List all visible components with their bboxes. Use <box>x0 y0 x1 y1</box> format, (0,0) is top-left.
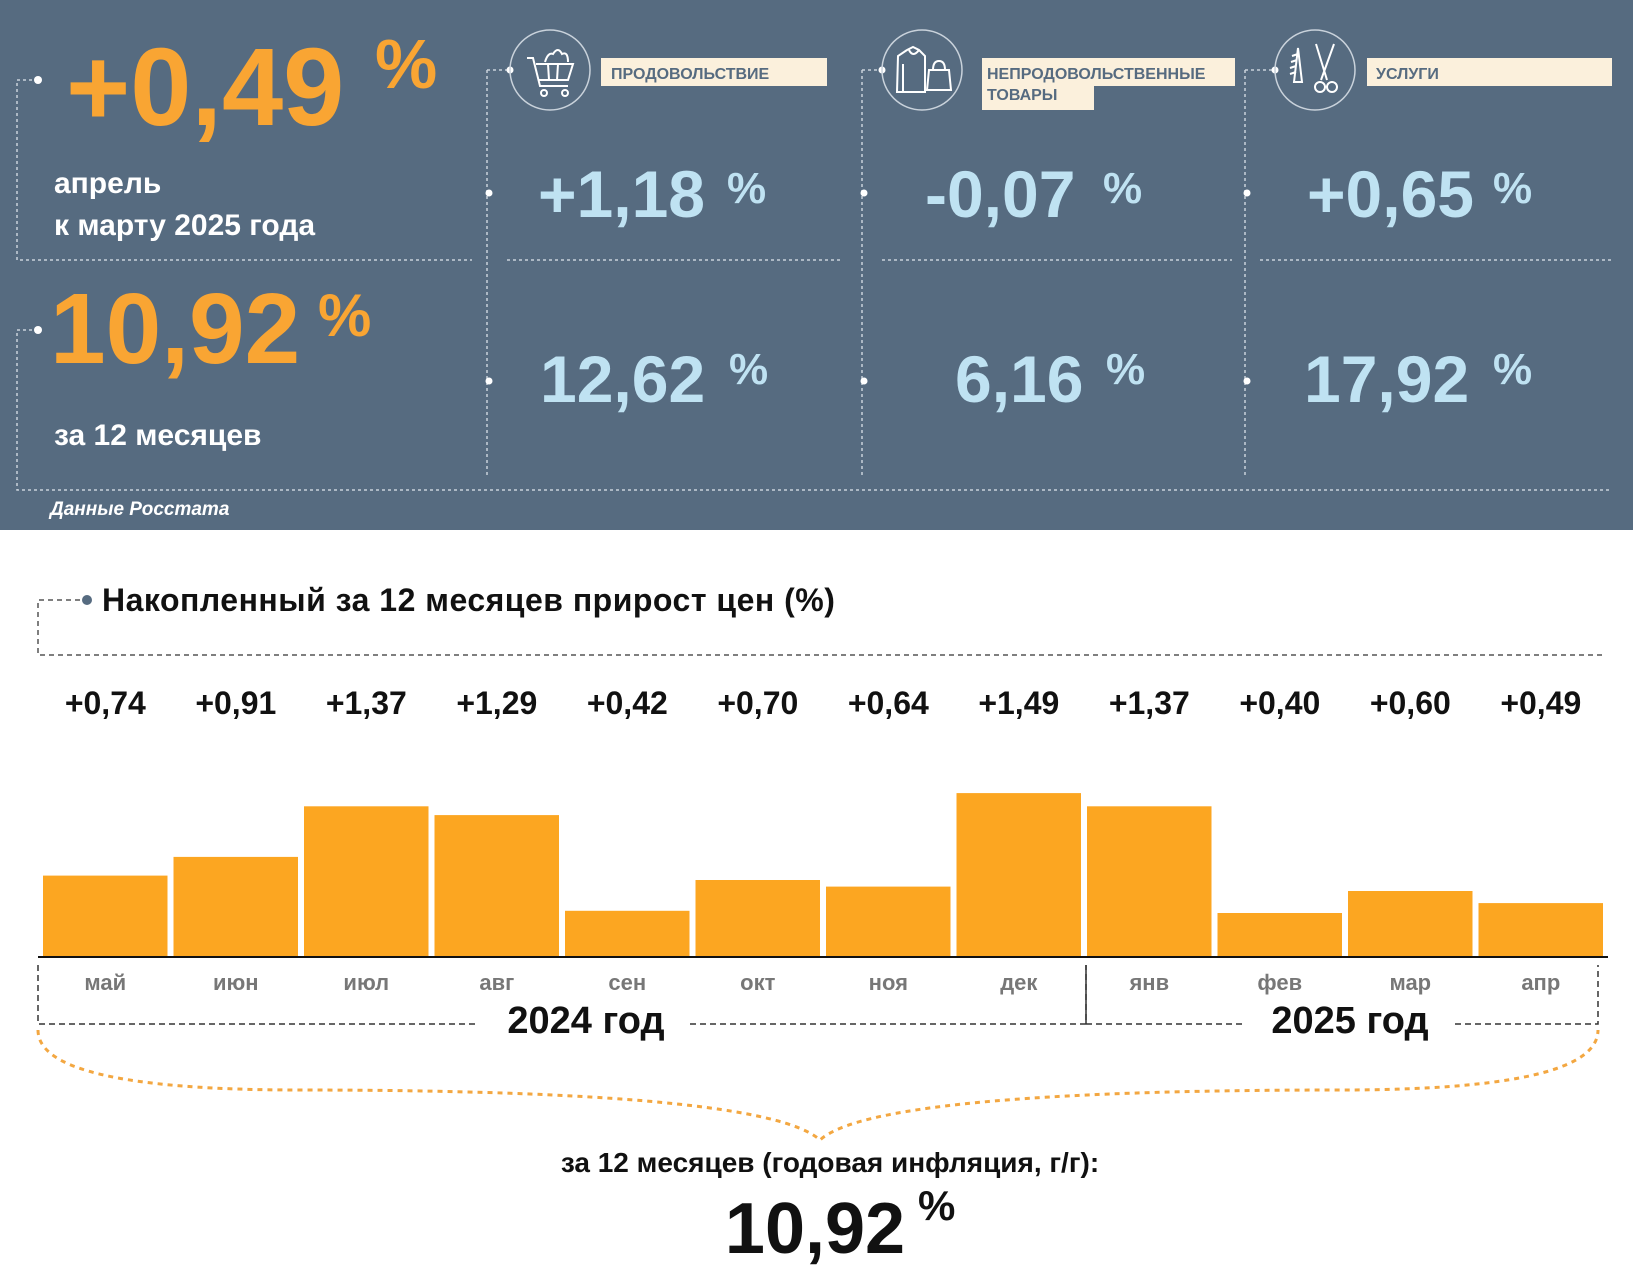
icon-circle <box>881 29 963 111</box>
month-label: фев <box>1257 970 1302 995</box>
bar-value-label: +0,42 <box>587 685 668 721</box>
bar-value-label: +0,70 <box>717 685 798 721</box>
annual-inflation-value: 10,92 <box>50 273 300 385</box>
chart-title-dot <box>82 595 92 605</box>
bar-мар <box>1348 891 1473 957</box>
month-label: янв <box>1128 970 1169 995</box>
chart-title-connector <box>37 599 1605 656</box>
category-annual-value: 6,16 <box>955 342 1083 416</box>
clothing-icon <box>895 45 953 93</box>
annual-inflation-unit: % <box>318 282 371 349</box>
month-label: авг <box>479 970 514 995</box>
total-unit: % <box>918 1182 955 1229</box>
bar-окт <box>695 880 820 957</box>
panel-frame-lines <box>16 69 1612 491</box>
month-label: дек <box>1000 970 1038 995</box>
icon-circle <box>509 29 591 111</box>
bar-value-label: +1,37 <box>1109 685 1190 721</box>
bar-value-label: +0,74 <box>65 685 146 721</box>
bar-май <box>43 875 168 957</box>
category-label-box-2 <box>982 84 1094 110</box>
category-label-box <box>982 58 1235 86</box>
annual-caption: за 12 месяцев <box>54 419 261 452</box>
total-value: 10,92 <box>725 1189 905 1269</box>
month-label: сен <box>608 970 646 995</box>
month-label: июн <box>213 970 259 995</box>
bar-value-label: +1,49 <box>978 685 1059 721</box>
icon-circle <box>1274 29 1356 111</box>
total-caption: за 12 месяцев (годовая инфляция, г/г): <box>561 1147 1099 1178</box>
category-label: НЕПРОДОВОЛЬСТВЕННЫЕ <box>987 66 1206 83</box>
category-label: ПРОДОВОЛЬСТВИЕ <box>611 66 770 83</box>
month-label: июл <box>343 970 389 995</box>
category-label: УСЛУГИ <box>1376 66 1439 83</box>
month-label: ноя <box>869 970 908 995</box>
bar-value-label: +0,64 <box>848 685 929 721</box>
month-label: апр <box>1521 970 1560 995</box>
category-monthly-value: -0,07 <box>925 157 1075 231</box>
monthly-inflation-value: +0,49 <box>66 26 344 149</box>
data-source: Данные Росстата <box>48 499 230 520</box>
shopping-cart-icon <box>527 49 575 97</box>
scissors-comb-icon <box>1289 43 1338 93</box>
bar-value-label: +1,37 <box>326 685 407 721</box>
monthly-caption-line2: к марту 2025 года <box>54 209 315 242</box>
cumulative-price-growth-chart: Накопленный за 12 месяцев прирост цен (%… <box>36 582 1608 1269</box>
category-annual-value: 17,92 <box>1304 342 1469 416</box>
category-annual-value: 12,62 <box>540 342 705 416</box>
month-label: мар <box>1389 970 1431 995</box>
bar-июл <box>304 806 429 957</box>
bar-июн <box>173 856 298 957</box>
bar-сен <box>565 910 690 957</box>
category-food: ПРОДОВОЛЬСТВИЕ +1,18 % 12,62 % <box>509 29 827 416</box>
year-label-2025: 2025 год <box>1271 1000 1428 1042</box>
bar-янв <box>1087 806 1212 957</box>
bar-авг <box>434 815 559 957</box>
monthly-inflation-unit: % <box>375 25 437 103</box>
category-label-line2: ТОВАРЫ <box>987 87 1057 104</box>
category-monthly-unit: % <box>727 164 766 213</box>
bar-апр <box>1478 903 1603 957</box>
category-monthly-value: +1,18 <box>538 157 705 231</box>
category-monthly-value: +0,65 <box>1307 157 1474 231</box>
bar-value-label: +0,60 <box>1370 685 1451 721</box>
category-services: УСЛУГИ +0,65 % 17,92 % <box>1274 29 1612 416</box>
category-non-food: НЕПРОДОВОЛЬСТВЕННЫЕ ТОВАРЫ -0,07 % 6,16 … <box>881 29 1235 416</box>
monthly-caption-line1: апрель <box>54 167 161 200</box>
bar-ноя <box>826 886 951 957</box>
total-brace <box>36 1029 1600 1143</box>
category-annual-unit: % <box>729 345 768 394</box>
bars <box>43 793 1603 957</box>
month-labels: май июн июл авг сен окт ноя дек янв фев мар апр <box>84 970 1560 995</box>
chart-title: Накопленный за 12 месяцев прирост цен (%… <box>102 582 835 618</box>
bar-дек <box>956 793 1081 957</box>
month-label: окт <box>740 970 775 995</box>
month-label: май <box>84 970 126 995</box>
category-annual-unit: % <box>1106 345 1145 394</box>
category-monthly-unit: % <box>1493 164 1532 213</box>
summary-panel: +0,49 % апрель к марту 2025 года 10,92 %… <box>0 0 1633 530</box>
bar-фев <box>1217 913 1342 957</box>
bar-value-label: +0,91 <box>195 685 276 721</box>
category-label-box <box>1367 58 1612 86</box>
category-annual-unit: % <box>1493 345 1532 394</box>
panel-background <box>0 0 1633 530</box>
category-label-box <box>601 58 827 86</box>
bar-value-label: +0,40 <box>1239 685 1320 721</box>
bar-value-labels: +0,74 +0,91 +1,37 +1,29 +0,42 +0,70 +0,64 +1,49… <box>65 685 1581 721</box>
bar-value-label: +1,29 <box>456 685 537 721</box>
year-label-2024: 2024 год <box>507 1000 664 1042</box>
bar-value-label: +0,49 <box>1500 685 1581 721</box>
category-monthly-unit: % <box>1103 164 1142 213</box>
